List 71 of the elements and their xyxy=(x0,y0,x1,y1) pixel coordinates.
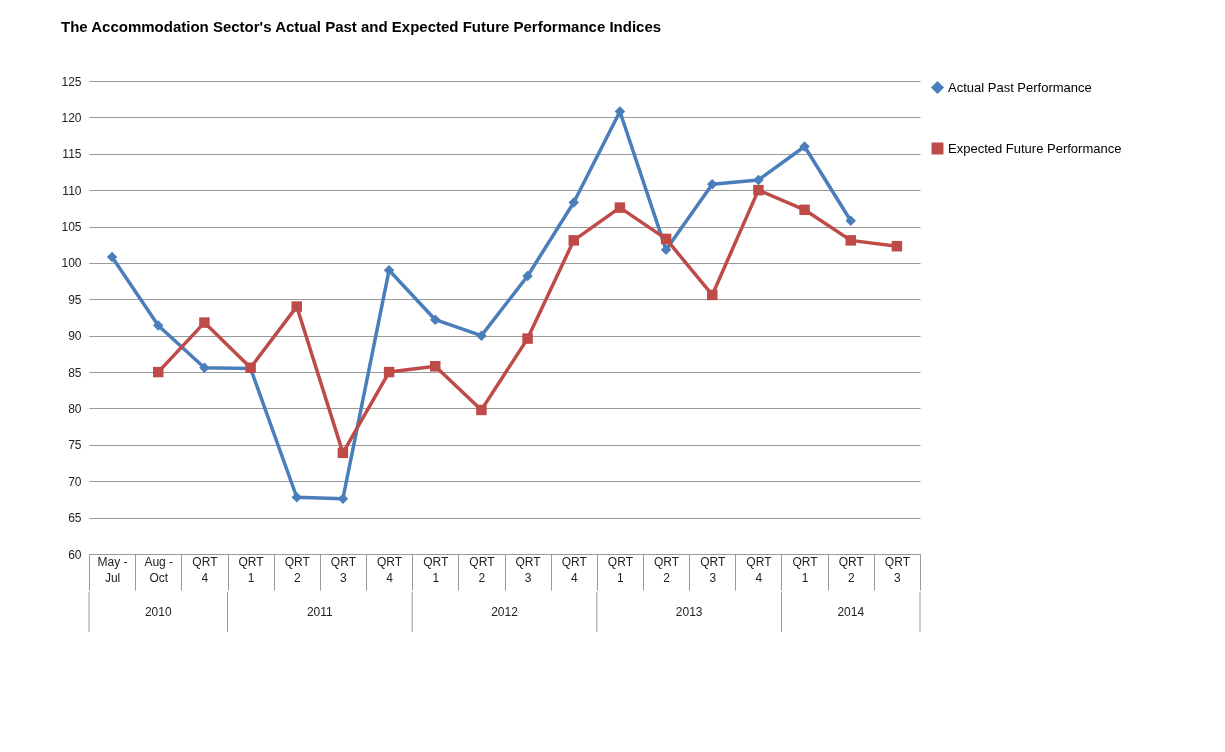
x-tick-label: QRT 3 xyxy=(884,554,911,585)
chart-title: The Accommodation Sector's Actual Past and Expected Future Performance Indices xyxy=(60,18,662,35)
point xyxy=(614,202,626,213)
point xyxy=(845,215,856,226)
point xyxy=(753,184,764,196)
point xyxy=(845,235,856,246)
point xyxy=(614,106,626,117)
point xyxy=(568,197,579,208)
point xyxy=(476,330,487,341)
y-tick-label: 85 xyxy=(68,365,82,380)
point xyxy=(106,251,118,263)
x-tick-label: QRT 1 xyxy=(792,554,819,585)
x-tick-label: QRT 3 xyxy=(515,554,542,585)
point xyxy=(707,289,718,301)
text: 2012 xyxy=(491,605,519,619)
x-tick-label: QRT 4 xyxy=(561,554,588,585)
y-tick-label: 105 xyxy=(61,220,82,235)
y-tick-label: 95 xyxy=(68,292,82,307)
text: 2011 xyxy=(306,605,334,619)
y-tick-label: 90 xyxy=(68,329,82,344)
x-tick-label: QRT 4 xyxy=(746,554,773,585)
point xyxy=(568,235,579,246)
point xyxy=(383,366,395,378)
point xyxy=(291,492,302,503)
y-tick-label: 115 xyxy=(62,147,82,162)
point xyxy=(476,404,487,416)
point xyxy=(199,362,210,373)
point xyxy=(707,179,718,190)
point xyxy=(799,204,810,216)
y-tick-label: 100 xyxy=(61,256,82,271)
x-tick-label: QRT 3 xyxy=(330,554,357,585)
y-tick-label: 60 xyxy=(68,547,82,562)
point xyxy=(891,240,903,252)
y-tick-label: 65 xyxy=(68,511,82,526)
point xyxy=(660,244,672,256)
point xyxy=(522,270,533,282)
point xyxy=(199,317,210,328)
point xyxy=(522,333,533,344)
text: 2013 xyxy=(675,605,703,619)
point xyxy=(753,174,764,186)
point xyxy=(660,233,672,245)
legend-label: Actual Past Performance xyxy=(948,79,1092,95)
point xyxy=(153,320,164,331)
point xyxy=(383,264,395,276)
x-tick-label: May - Jul xyxy=(97,554,128,585)
y-tick-label: 110 xyxy=(62,183,82,198)
y-tick-label: 70 xyxy=(68,474,82,489)
x-tick-label: QRT 4 xyxy=(377,554,403,585)
y-tick-label: 80 xyxy=(68,401,82,416)
point xyxy=(430,314,441,325)
legend-label: Expected Future Performance xyxy=(948,140,1122,156)
point xyxy=(291,301,302,312)
y-tick-label: 125 xyxy=(61,74,82,89)
text: 2014 xyxy=(837,605,865,619)
x-tick-label: QRT 1 xyxy=(238,554,265,585)
x-tick-label: Aug - Oct xyxy=(144,554,174,585)
x-tick-label: QRT 2 xyxy=(838,554,865,585)
x-tick-label: QRT 2 xyxy=(654,554,680,585)
point xyxy=(799,141,810,152)
y-tick-label: 75 xyxy=(68,438,82,453)
text: 2010 xyxy=(144,605,172,619)
x-tick-label: QRT 3 xyxy=(700,554,726,585)
x-tick-label: QRT 2 xyxy=(469,554,496,585)
x-tick-label: QRT 1 xyxy=(607,554,634,585)
y-tick-label: 120 xyxy=(61,110,82,125)
x-tick-label: QRT 2 xyxy=(284,554,311,585)
x-tick-label: QRT 4 xyxy=(192,554,219,585)
x-tick-label: QRT 1 xyxy=(423,554,449,585)
point xyxy=(337,447,349,459)
point xyxy=(153,366,164,378)
point xyxy=(430,361,441,372)
